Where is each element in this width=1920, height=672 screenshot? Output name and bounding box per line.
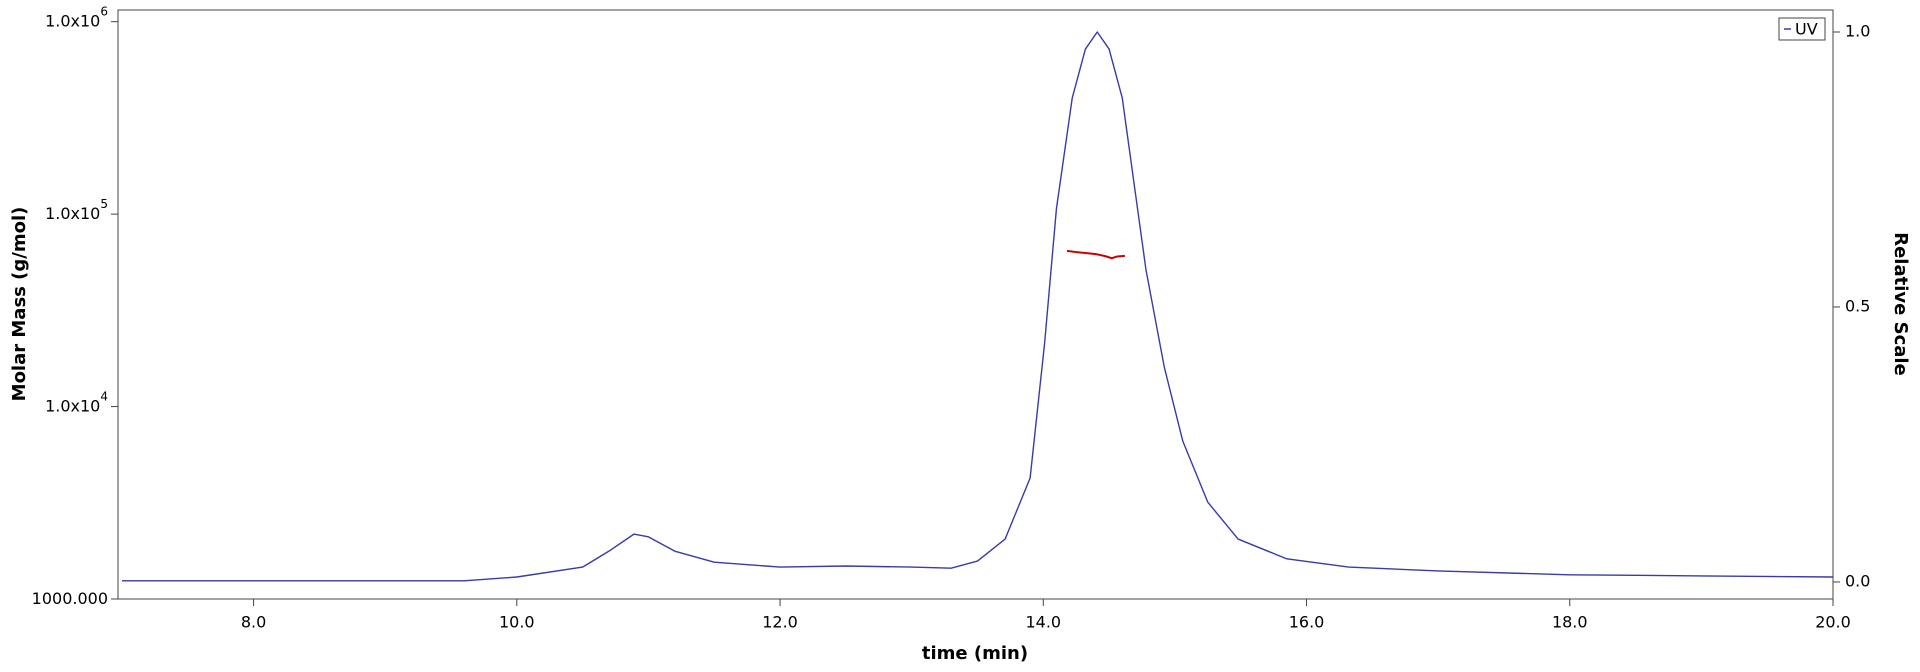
y-tick-label-base: 1.0x10	[45, 396, 100, 415]
legend-box	[1778, 17, 1826, 41]
y-tick-label: 1.0x105	[45, 197, 108, 223]
x-tick-label: 14.0	[1025, 613, 1061, 632]
y-tick-label-exponent: 5	[100, 197, 108, 211]
series-line	[1066, 249, 1125, 260]
y-tick-label: 1000.000	[32, 589, 108, 608]
y-tick-label-base: 1.0x10	[45, 204, 100, 223]
x-tick-label: 8.0	[241, 613, 266, 632]
y2-tick-label: 1.0	[1845, 21, 1870, 40]
y2-tick-label: 0.0	[1845, 571, 1870, 590]
y-tick-label: 1.0x106	[45, 4, 108, 30]
y2-axis-title: Relative Scale	[1890, 232, 1911, 376]
x-axis-title: time (min)	[922, 643, 1028, 664]
y-tick-label-base: 1.0x10	[45, 11, 100, 30]
plot-frame	[117, 9, 1834, 600]
y-tick-label-base: 1000.000	[32, 589, 108, 608]
x-tick-label: 10.0	[499, 613, 535, 632]
y-tick-label: 1.0x104	[45, 389, 108, 415]
y2-tick-label: 0.5	[1845, 296, 1870, 315]
x-tick-label: 20.0	[1815, 613, 1851, 632]
x-tick-label: 18.0	[1552, 613, 1588, 632]
y-tick-label-exponent: 6	[100, 4, 108, 18]
x-tick-label: 16.0	[1289, 613, 1325, 632]
y-tick-label-exponent: 4	[100, 389, 108, 403]
series-line	[121, 31, 1834, 582]
x-tick-label: 12.0	[762, 613, 798, 632]
y-axis-title: Molar Mass (g/mol)	[9, 207, 30, 402]
legend-label: UV	[1795, 20, 1818, 39]
